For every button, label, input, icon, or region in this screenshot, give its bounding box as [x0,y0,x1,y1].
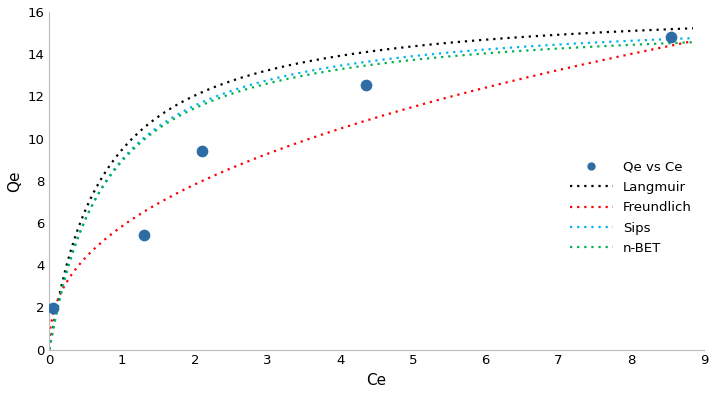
Point [197,148,208,154]
Y-axis label: Qe: Qe [7,170,22,192]
Point [138,231,149,238]
Point [47,305,59,312]
Legend: Qe vs Ce, Langmuir, Freundlich, Sips, n-BET: Qe vs Ce, Langmuir, Freundlich, Sips, n-… [565,156,697,260]
Point [666,34,677,40]
Point [360,82,371,88]
X-axis label: Ce: Ce [367,373,387,388]
